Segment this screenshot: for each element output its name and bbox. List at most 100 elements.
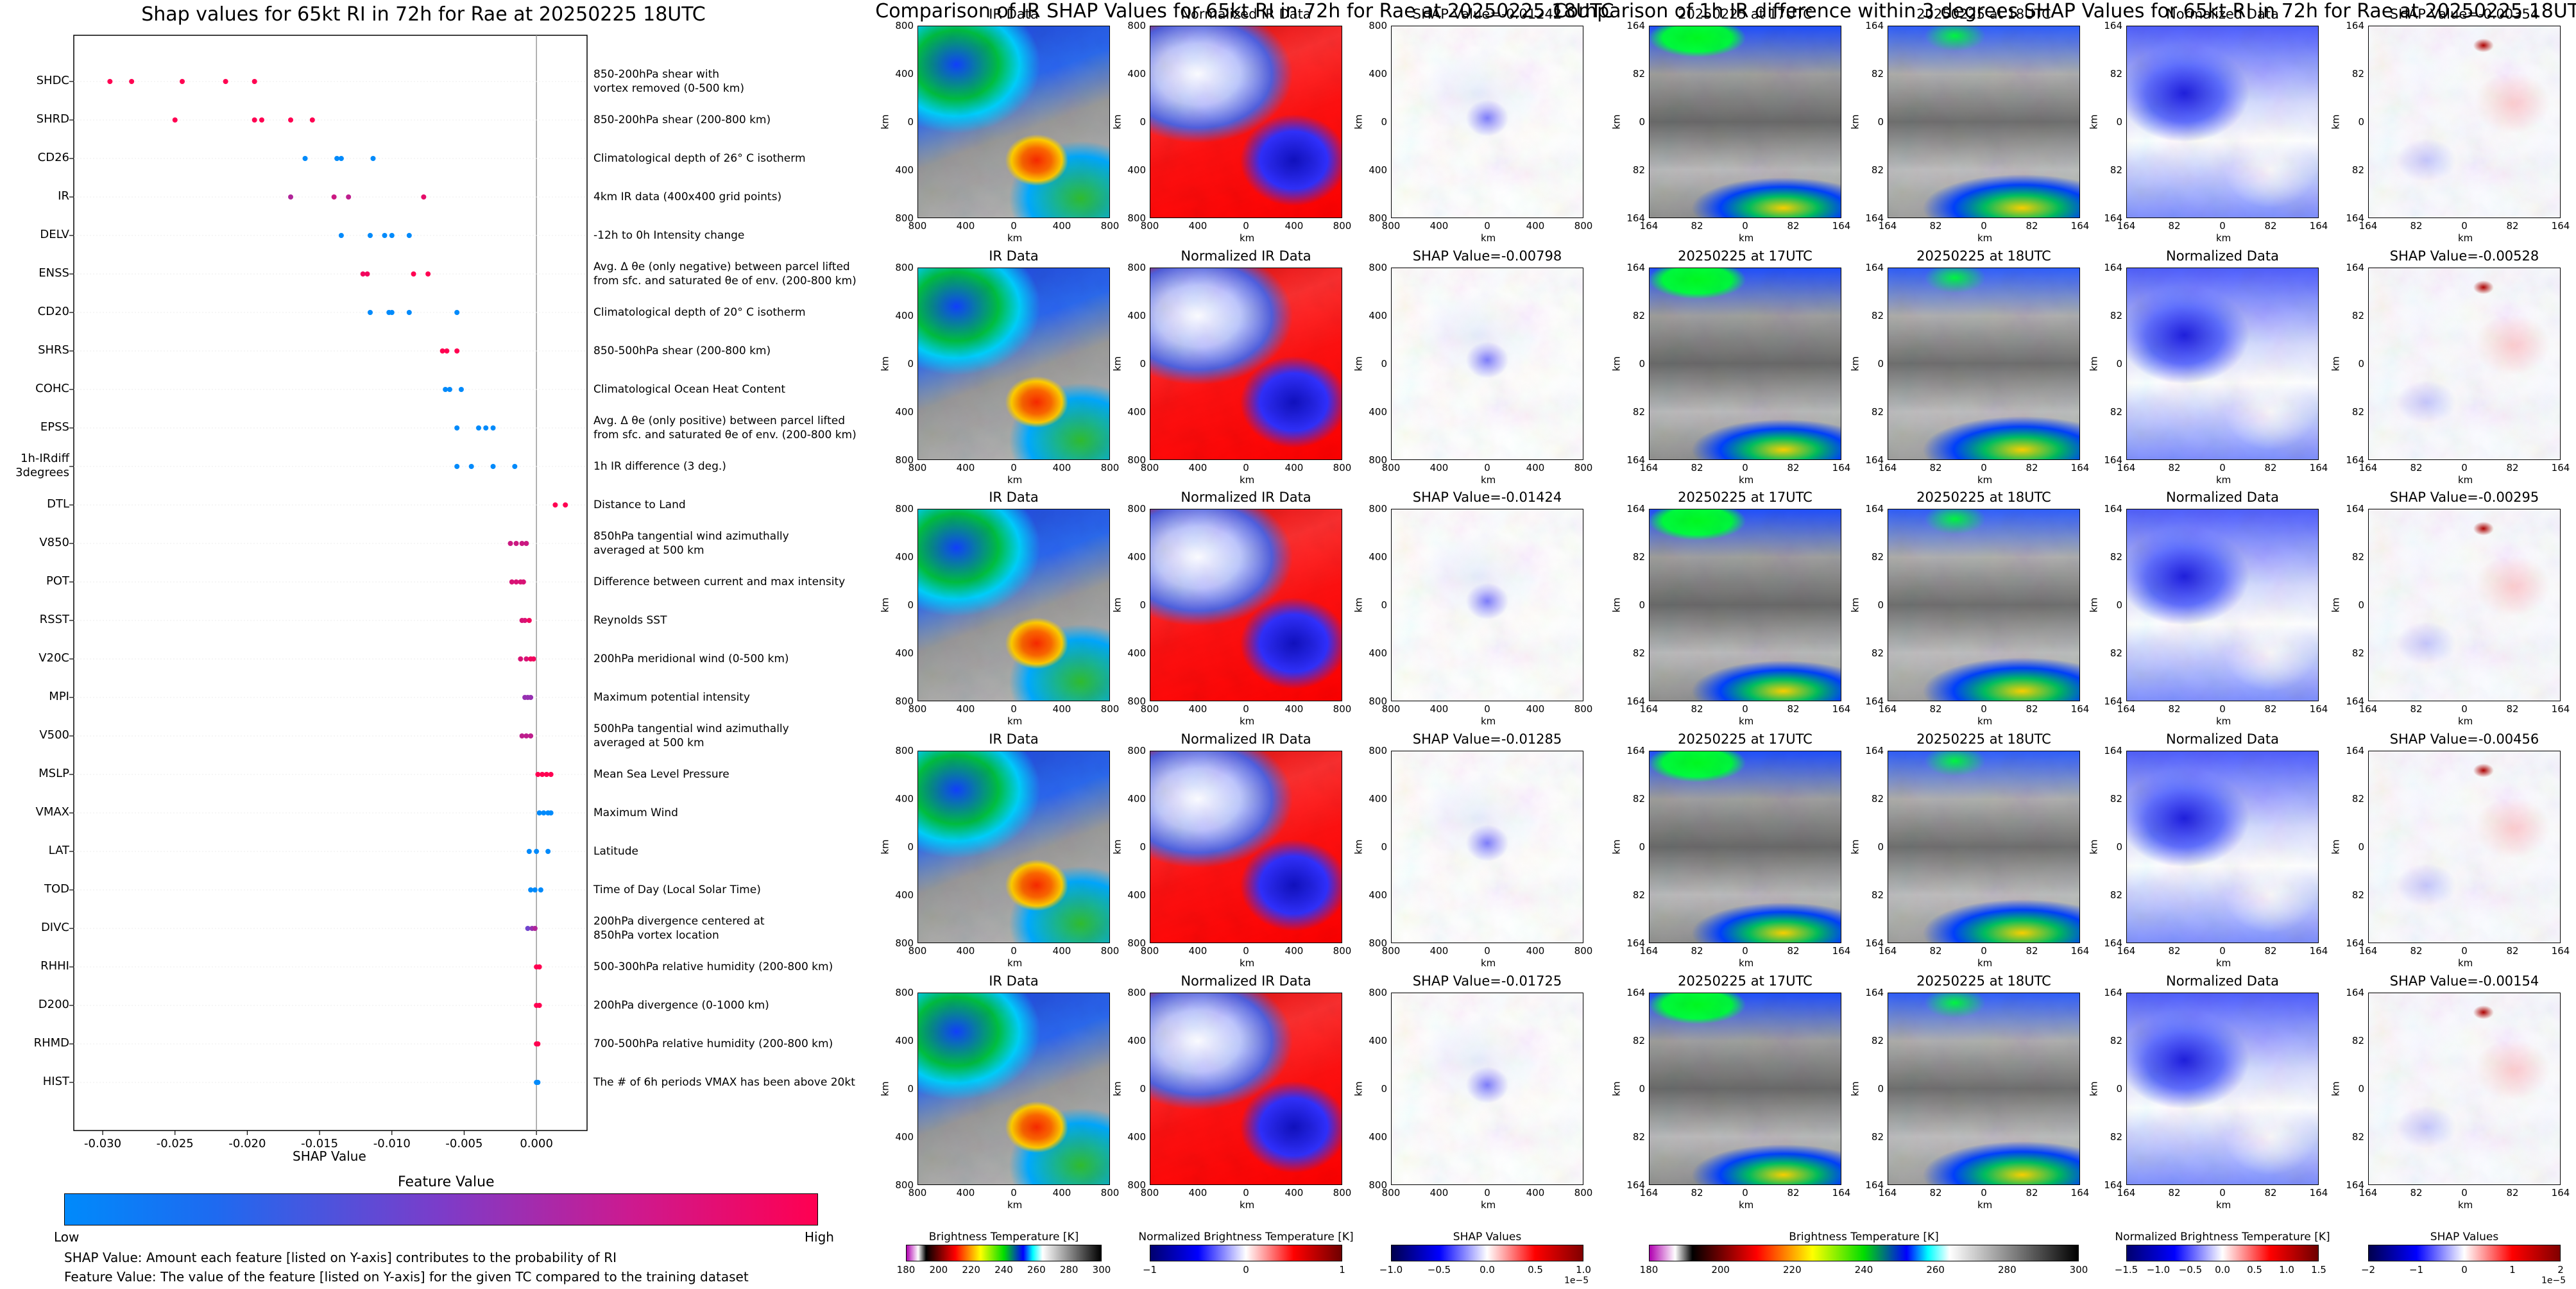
shap-point bbox=[541, 810, 547, 815]
x-tick-label: 0 bbox=[1243, 462, 1249, 474]
shap-point bbox=[490, 464, 496, 469]
ir-shap-title: SHAP Value=-0.01424 bbox=[1412, 490, 1562, 505]
x-tick-label: 164 bbox=[2070, 703, 2090, 715]
y-tick-label: 0 bbox=[1877, 358, 1884, 370]
x-axis-label: km bbox=[1481, 1199, 1496, 1211]
y-tick-label: 82 bbox=[1871, 164, 1884, 176]
x-tick-label: 82 bbox=[1929, 220, 1942, 232]
diff-shap-colorbar-label: SHAP Values bbox=[2430, 1231, 2499, 1243]
shap-point bbox=[512, 464, 518, 469]
y-axis-label: km bbox=[2088, 1081, 2100, 1097]
y-tick-label: 82 bbox=[2110, 310, 2122, 321]
x-tick-label: 400 bbox=[1284, 462, 1304, 474]
y-tick-label: 164 bbox=[2104, 262, 2122, 273]
shap-point bbox=[532, 926, 538, 931]
y-tick-label: 400 bbox=[1369, 68, 1387, 80]
ir-normalized-colorbar-tick: 0 bbox=[1243, 1264, 1249, 1276]
y-axis-label: km bbox=[1352, 356, 1365, 371]
x-tick-label: 0 bbox=[2219, 462, 2226, 474]
y-tick-label: 800 bbox=[1369, 262, 1387, 273]
y-axis-label: km bbox=[879, 356, 891, 371]
y-tick-label: 164 bbox=[1865, 696, 1884, 707]
x-tick-label: 164 bbox=[1639, 1187, 1659, 1199]
y-axis-label: km bbox=[1610, 1081, 1623, 1097]
shap-summary-plot bbox=[69, 35, 588, 1135]
x-tick-label: 400 bbox=[956, 945, 975, 957]
y-tick-label: 164 bbox=[1865, 1179, 1884, 1191]
y-tick-label: 800 bbox=[895, 20, 914, 31]
shap-point bbox=[524, 733, 529, 738]
x-tick-label: 164 bbox=[2117, 220, 2136, 232]
x-tick-label: 82 bbox=[2168, 1187, 2181, 1199]
y-tick-label: 400 bbox=[1127, 310, 1146, 321]
shap-point bbox=[524, 541, 529, 546]
x-tick-label: 82 bbox=[2026, 703, 2038, 715]
diff-bt-colorbar bbox=[1649, 1245, 2079, 1261]
ir-data-title: IR Data bbox=[989, 490, 1039, 505]
y-tick-label: 0 bbox=[1639, 116, 1645, 128]
ir-shap-title: SHAP Value=-0.01725 bbox=[1412, 973, 1562, 989]
feature-label: IR bbox=[58, 189, 69, 203]
diff-bt-colorbar-tick: 240 bbox=[1854, 1264, 1873, 1276]
x-tick-label: 82 bbox=[2168, 462, 2181, 474]
y-tick-label: 0 bbox=[2116, 1083, 2122, 1095]
feature-description: 850-200hPa shear with vortex removed (0-… bbox=[593, 68, 744, 95]
feature-description: 850hPa tangential wind azimuthally avera… bbox=[593, 530, 789, 557]
y-tick-label: 82 bbox=[2351, 1035, 2364, 1046]
y-tick-label: 400 bbox=[1127, 164, 1146, 176]
ir-normalized-colorbar bbox=[1150, 1245, 1342, 1261]
y-tick-label: 800 bbox=[895, 212, 914, 224]
diff-shap-title: SHAP Value=-0.00528 bbox=[2389, 248, 2539, 264]
ir-shap-panel bbox=[1391, 751, 1583, 943]
x-tick-label: 164 bbox=[2117, 703, 2136, 715]
x-axis-label: km bbox=[1739, 1199, 1754, 1211]
x-axis-label: km bbox=[1007, 474, 1023, 486]
feature-description: 200hPa divergence centered at 850hPa vor… bbox=[593, 915, 765, 942]
x-tick-label: 82 bbox=[1691, 703, 1703, 715]
y-tick-label: 400 bbox=[895, 551, 914, 563]
x-axis-label: km bbox=[2216, 715, 2231, 727]
ir-shap-colorbar-exponent: 1e−5 bbox=[1564, 1276, 1589, 1286]
y-tick-label: 400 bbox=[1369, 793, 1387, 805]
y-tick-label: 0 bbox=[1877, 599, 1884, 611]
x-tick-label: 164 bbox=[2070, 462, 2090, 474]
shap-point bbox=[346, 194, 352, 200]
x-tick-label: 82 bbox=[2410, 945, 2423, 957]
shap-point bbox=[288, 117, 294, 123]
x-tick-label: 82 bbox=[1787, 703, 1800, 715]
shap-point bbox=[509, 579, 515, 585]
normalized-ir-panel bbox=[1150, 993, 1342, 1185]
ir-shap-panel bbox=[1391, 509, 1583, 701]
y-tick-label: 400 bbox=[1127, 1131, 1146, 1143]
shap-point bbox=[518, 656, 524, 662]
y-tick-label: 0 bbox=[1381, 1083, 1387, 1095]
y-axis-label: km bbox=[1111, 839, 1123, 855]
feature-label: RHMD bbox=[33, 1036, 69, 1050]
x-tick-label: 400 bbox=[1052, 1187, 1071, 1199]
y-axis-label: km bbox=[2330, 1081, 2342, 1097]
shap-point bbox=[519, 541, 525, 546]
x-tick-label: 0 bbox=[1243, 945, 1249, 957]
x-axis-label: km bbox=[1977, 957, 1993, 969]
feature-label: V20C bbox=[38, 651, 69, 665]
y-tick-label: 82 bbox=[1632, 551, 1645, 563]
y-axis-label: km bbox=[1352, 839, 1365, 855]
x-tick-label: 800 bbox=[1100, 220, 1120, 232]
y-axis-label: km bbox=[1111, 114, 1123, 130]
diff-shap-colorbar-exponent: 1e−5 bbox=[2541, 1276, 2566, 1286]
x-tick-label: 0 bbox=[2219, 703, 2226, 715]
shap-point bbox=[513, 579, 519, 585]
x-tick-label: 400 bbox=[956, 703, 975, 715]
x-tick-label: 400 bbox=[956, 220, 975, 232]
y-tick-label: 800 bbox=[1127, 262, 1146, 273]
shap-point bbox=[490, 425, 496, 431]
y-tick-label: 800 bbox=[1369, 20, 1387, 31]
shap-point bbox=[522, 618, 528, 623]
ir-data-title: IR Data bbox=[989, 6, 1039, 22]
x-tick-label: 400 bbox=[1052, 220, 1071, 232]
x-tick-label: 82 bbox=[2506, 945, 2519, 957]
x-tick-label: 82 bbox=[1691, 1187, 1703, 1199]
shap-point bbox=[444, 348, 450, 354]
ir-bt-colorbar-tick: 220 bbox=[962, 1264, 980, 1276]
x-tick-label: 400 bbox=[1429, 462, 1449, 474]
